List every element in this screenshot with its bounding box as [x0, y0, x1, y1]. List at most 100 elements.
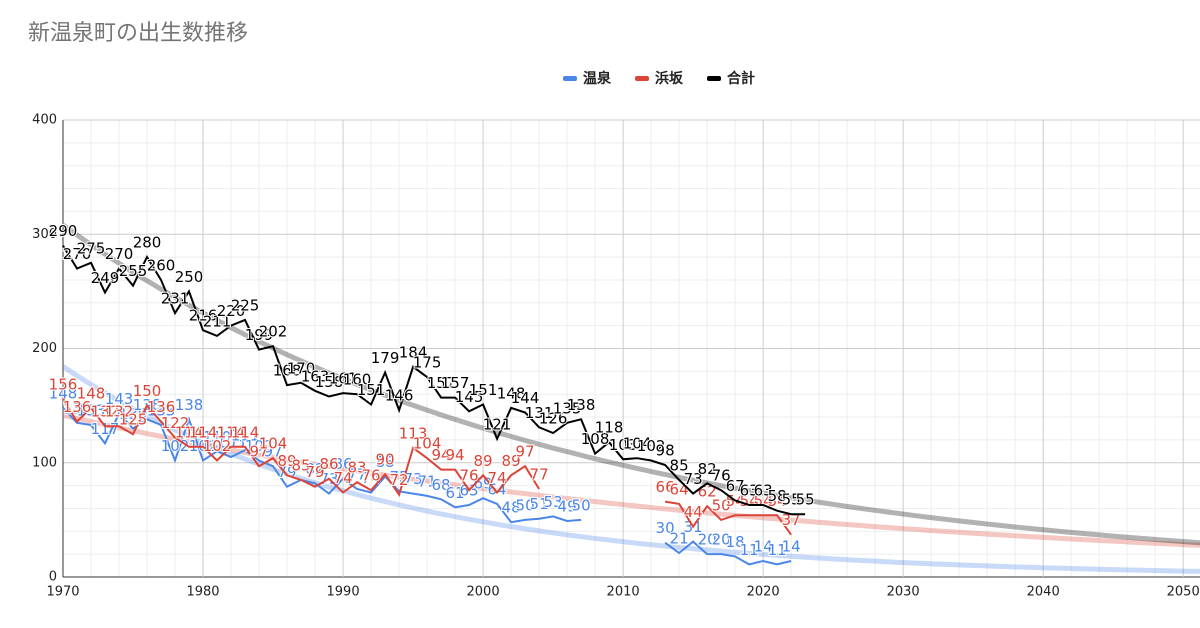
data-label: 126 [539, 410, 568, 428]
data-label: 104 [259, 435, 288, 453]
data-label: 54 [768, 492, 787, 510]
data-label: 290 [49, 222, 78, 240]
data-label: 88 [376, 453, 395, 471]
y-tick-label: 100 [32, 455, 57, 470]
data-label: 151 [357, 381, 386, 399]
data-label: 50 [516, 496, 535, 514]
data-label: 55 [796, 491, 815, 509]
legend-label: 合計 [727, 70, 755, 87]
x-tick-label: 1990 [327, 585, 360, 600]
data-label: 260 [147, 256, 176, 274]
data-label: 135 [63, 399, 92, 417]
data-label: 102 [245, 437, 274, 455]
x-tick-label: 2010 [607, 585, 640, 600]
data-label: 50 [572, 496, 591, 514]
data-label: 11 [768, 541, 787, 559]
data-label: 220 [217, 302, 246, 320]
data-label: 89 [277, 452, 296, 470]
x-tick-label: 2030 [887, 585, 920, 600]
x-tick-label: 2040 [1027, 585, 1060, 600]
data-label: 74 [334, 469, 353, 487]
data-label: 202 [259, 323, 288, 341]
data-label: 86 [319, 455, 338, 473]
data-label: 148 [77, 384, 106, 402]
data-label: 64 [488, 480, 507, 498]
data-label: 68 [432, 476, 451, 494]
x-tick-label: 2020 [747, 585, 780, 600]
data-label: 110 [203, 428, 232, 446]
data-label: 82 [698, 460, 717, 478]
data-label: 151 [469, 381, 498, 399]
data-label: 21 [670, 530, 689, 548]
x-tick-label: 1980 [186, 585, 219, 600]
data-label: 132 [91, 403, 120, 421]
data-label: 161 [329, 370, 358, 388]
data-label: 61 [446, 484, 465, 502]
series-line [62, 407, 792, 566]
data-label: 98 [656, 442, 675, 460]
data-label: 97 [263, 443, 282, 461]
data-label: 97 [516, 443, 535, 461]
legend-swatch [563, 76, 577, 81]
legend-swatch [707, 76, 721, 81]
data-label: 72 [390, 471, 409, 489]
data-label: 231 [161, 290, 190, 308]
chart-title: 新温泉町の出生数推移 [28, 21, 248, 46]
data-label: 94 [432, 446, 451, 464]
data-label: 77 [348, 466, 367, 484]
data-label: 90 [376, 451, 395, 469]
data-label: 94 [446, 446, 465, 464]
data-label: 118 [595, 419, 624, 437]
data-label: 133 [147, 402, 176, 420]
data-label: 111 [231, 427, 260, 445]
data-label: 113 [399, 424, 428, 442]
data-label: 73 [404, 470, 423, 488]
data-label: 85 [291, 456, 310, 474]
data-label: 122 [161, 414, 190, 432]
data-label: 104 [413, 435, 442, 453]
data-label: 138 [567, 396, 596, 414]
x-tick-label: 2050 [1167, 585, 1200, 600]
data-label: 102 [637, 437, 666, 455]
data-label: 20 [698, 531, 717, 549]
data-label: 53 [544, 493, 563, 511]
data-label: 74 [488, 469, 507, 487]
trendline [62, 412, 1200, 548]
data-label: 211 [203, 312, 232, 330]
data-label: 170 [287, 359, 316, 377]
data-label: 144 [511, 389, 540, 407]
data-label: 163 [301, 367, 330, 385]
data-label: 20 [712, 531, 731, 549]
data-label: 145 [455, 388, 484, 406]
data-label: 148 [49, 384, 78, 402]
data-label: 250 [175, 268, 204, 286]
data-label: 51 [530, 495, 549, 513]
data-label: 225 [231, 296, 260, 314]
data-label: 63 [740, 482, 759, 500]
series-line [62, 245, 806, 516]
data-label: 14 [754, 538, 773, 556]
data-label: 158 [315, 373, 344, 391]
data-label: 76 [460, 467, 479, 485]
data-label: 86 [334, 455, 353, 473]
data-label: 55 [782, 491, 801, 509]
data-label: 157 [427, 374, 456, 392]
data-label: 270 [63, 245, 92, 263]
data-label: 131 [525, 404, 554, 422]
data-label: 82 [305, 460, 324, 478]
data-label: 114 [231, 423, 260, 441]
data-label: 97 [249, 443, 268, 461]
data-label: 179 [371, 349, 400, 367]
data-label: 146 [385, 387, 414, 405]
data-label: 157 [441, 374, 470, 392]
data-label: 280 [133, 234, 162, 252]
data-label: 63 [754, 482, 773, 500]
data-label: 249 [91, 269, 120, 287]
y-tick-label: 300 [32, 227, 57, 242]
data-label: 117 [91, 420, 120, 438]
trendline [61, 223, 1200, 546]
data-label: 79 [305, 463, 324, 481]
data-label: 136 [63, 398, 92, 416]
data-label: 184 [399, 343, 428, 361]
